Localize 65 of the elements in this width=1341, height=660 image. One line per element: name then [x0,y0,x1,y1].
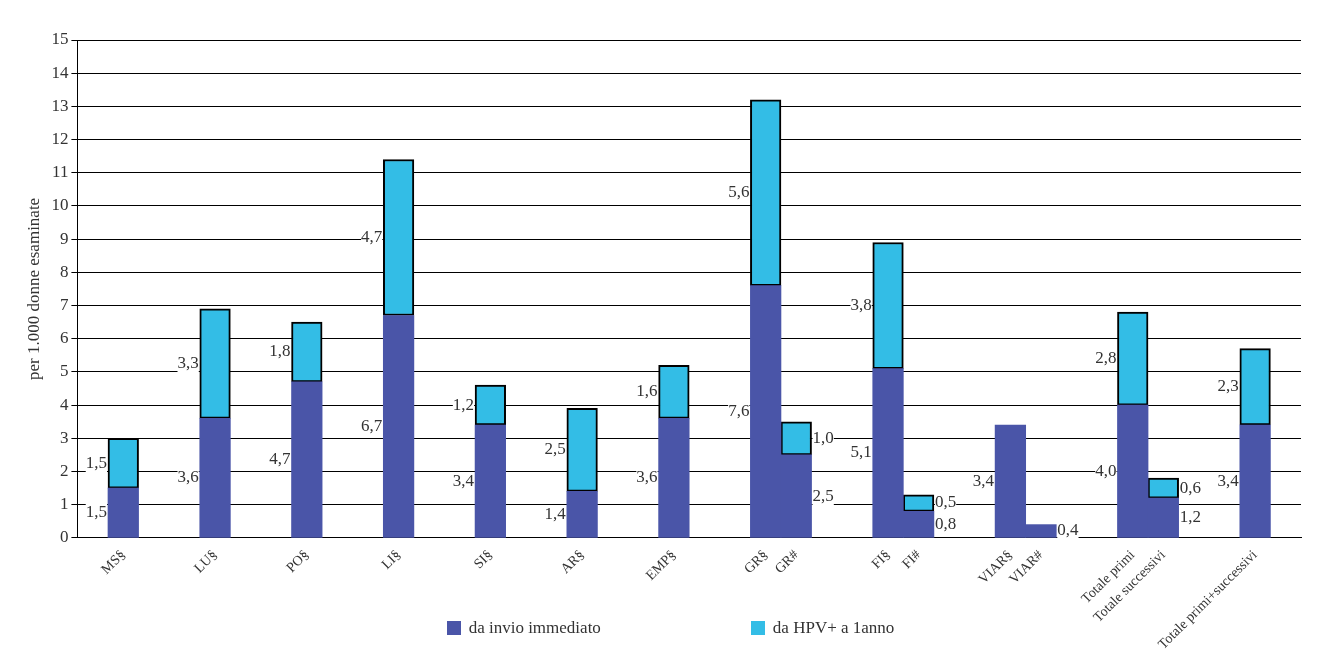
data-label: 4,0 [1095,460,1117,480]
data-label: 1,4 [544,503,567,523]
data-label: 1,2 [1179,507,1201,527]
data-label: 3,4 [1217,470,1240,490]
data-label: 1,6 [636,381,658,401]
data-label: 4,7 [269,449,292,469]
data-label: 3,6 [636,467,658,487]
legend-label: da invio immediato [468,618,601,638]
y-tick-label: 2 [59,460,69,480]
data-label: 5,1 [850,442,872,462]
y-tick-label: 8 [59,261,69,281]
data-label: 1,5 [85,452,107,472]
data-label: 6,7 [361,415,383,435]
x-tick-label: GR§ [741,546,771,577]
data-label: 7,6 [728,400,750,420]
data-label: 0,4 [1057,520,1080,540]
y-tick-label: 13 [51,95,69,115]
bar [474,424,506,538]
data-label: 1,5 [85,502,107,522]
y-tick-label: 14 [51,62,69,82]
data-label: 1,8 [269,341,291,361]
legend-label: da HPV+ a 1anno [772,618,895,638]
data-label: 2,5 [544,439,566,459]
y-tick-label: 10 [51,195,69,215]
y-tick-label: 9 [59,228,69,248]
x-tick-label: FI# [898,546,924,572]
data-label: 1,0 [812,427,834,447]
y-tick-label: 4 [59,394,69,414]
bar [566,491,598,538]
bar [658,418,690,538]
y-tick-label: 0 [59,527,69,547]
data-label: 0,5 [934,492,957,512]
x-tick-label: FI§ [868,546,893,572]
data-label: 3,8 [850,295,872,315]
data-label: 4,7 [361,226,383,246]
y-tick-label: 6 [59,328,69,348]
y-axis-title: per 1.000 donne esaminate [23,197,43,381]
data-label: 2,8 [1095,348,1117,368]
bar [382,315,415,538]
data-label: 3,3 [177,353,199,373]
data-label: 3,4 [972,470,995,490]
y-tick-label: 1 [59,494,69,514]
y-tick-label: 5 [59,361,69,381]
x-tick-label: GR# [771,546,801,577]
data-label: 5,6 [728,182,750,202]
x-tick-label: PO§ [283,546,312,576]
y-tick-label: 7 [59,295,69,315]
y-tick-label: 11 [52,162,69,182]
bar [1239,424,1271,538]
data-label: 3,6 [177,467,199,487]
bar [199,418,231,538]
data-label: 2,5 [812,485,834,505]
bar [291,381,323,538]
data-label: 1,2 [452,394,475,414]
y-tick-label: 12 [51,129,69,149]
x-tick-label: LI§ [378,546,404,572]
bar [107,487,139,538]
data-label: 3,4 [452,470,475,490]
x-tick-label: SI§ [470,546,496,572]
data-label: 2,3 [1217,376,1239,396]
y-tick-label: 15 [51,29,69,49]
y-tick-label: 3 [59,427,69,447]
data-label: 0,8 [934,513,957,533]
data-label: 0,6 [1179,477,1201,497]
x-tick-label: LU§ [191,546,220,576]
